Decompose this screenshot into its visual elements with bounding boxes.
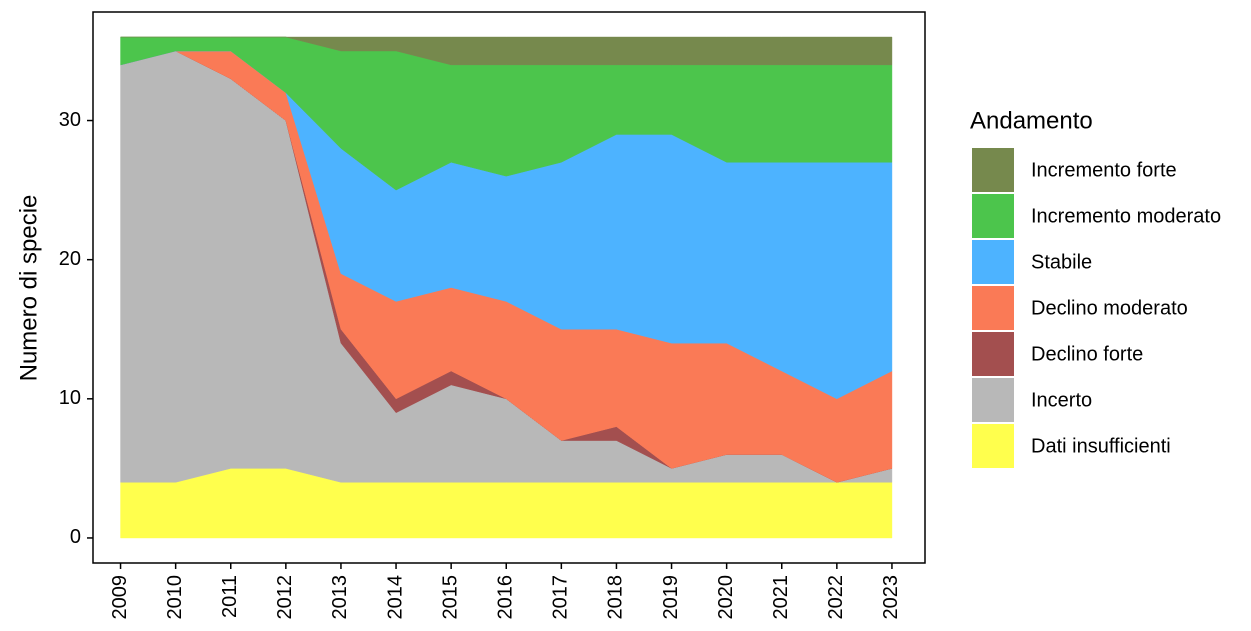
legend-label: Stabile: [1031, 251, 1092, 273]
y-tick-label: 10: [59, 387, 81, 409]
legend-swatch: [972, 148, 1014, 192]
y-axis-label: Numero di specie: [15, 195, 42, 382]
plot-frame: [92, 11, 926, 564]
x-tick-label: 2018: [605, 575, 627, 620]
x-tick-label: 2016: [495, 575, 517, 620]
legend-swatch: [972, 240, 1014, 284]
legend-swatch: [972, 194, 1014, 238]
x-tick-label: 2017: [550, 575, 572, 620]
x-tick-label: 2019: [660, 575, 682, 620]
x-tick-label: 2011: [219, 575, 241, 618]
legend-swatch: [972, 424, 1014, 468]
legend-label: Incerto: [1031, 389, 1092, 411]
legend-label: Declino moderato: [1031, 297, 1188, 319]
area: [120, 36, 893, 66]
legend-label: Dati insufficienti: [1031, 435, 1171, 457]
legend-label: Declino forte: [1031, 343, 1143, 365]
legend-label: Incremento moderato: [1031, 205, 1221, 227]
x-tick-label: 2009: [109, 575, 131, 620]
legend-label: Incremento forte: [1031, 159, 1177, 181]
legend-swatch: [972, 378, 1014, 422]
legend-title: Andamento: [970, 107, 1093, 134]
legend-swatch: [972, 286, 1014, 330]
x-tick-label: 2015: [439, 575, 461, 620]
x-tick-label: 2023: [880, 575, 902, 620]
y-tick-label: 0: [70, 526, 81, 548]
x-tick-label: 2014: [384, 575, 406, 620]
x-tick-label: 2022: [825, 575, 847, 620]
x-tick-label: 2012: [274, 575, 296, 620]
plot-areas: [120, 36, 893, 539]
x-tick-label: 2021: [770, 575, 792, 620]
x-tick-label: 2010: [164, 575, 186, 620]
x-tick-label: 2013: [329, 575, 351, 620]
legend-swatch: [972, 332, 1014, 376]
y-tick-label: 30: [59, 109, 81, 131]
x-tick-label: 2020: [715, 575, 737, 620]
y-tick-label: 20: [59, 248, 81, 270]
